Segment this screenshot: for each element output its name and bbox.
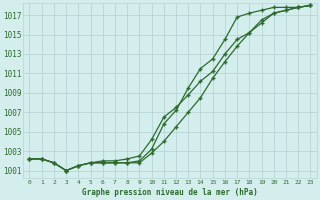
X-axis label: Graphe pression niveau de la mer (hPa): Graphe pression niveau de la mer (hPa) xyxy=(82,188,258,197)
